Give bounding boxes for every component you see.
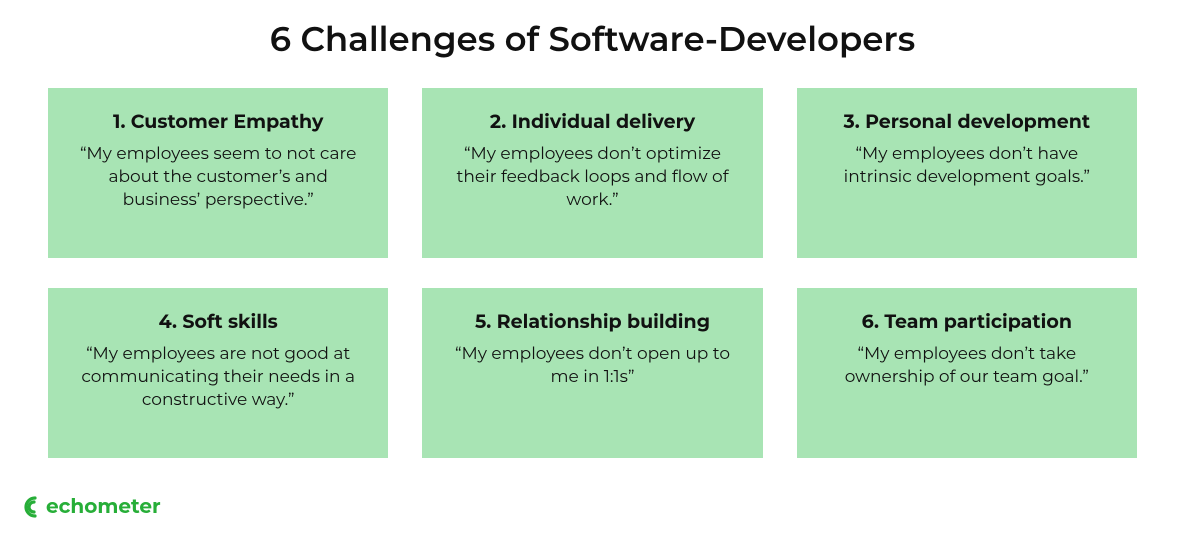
- challenge-card-quote: “My employees don’t optimize their feedb…: [446, 143, 738, 212]
- challenge-card: 2. Individual delivery “My employees don’…: [422, 88, 762, 258]
- challenge-card-title: 2. Individual delivery: [446, 110, 738, 133]
- challenge-card-quote: “My employees don’t open up to me in 1:1…: [446, 343, 738, 389]
- page-title: 6 Challenges of Software-Developers: [0, 0, 1185, 60]
- challenge-card-quote: “My employees don’t take ownership of ou…: [821, 343, 1113, 389]
- challenge-card: 4. Soft skills “My employees are not good…: [48, 288, 388, 458]
- brand-logo-text: echometer: [46, 495, 161, 519]
- challenge-card: 6. Team participation “My employees don’t…: [797, 288, 1137, 458]
- challenge-card-title: 1. Customer Empathy: [72, 110, 364, 133]
- challenge-card-title: 3. Personal development: [821, 110, 1113, 133]
- challenge-card-title: 6. Team participation: [821, 310, 1113, 333]
- challenge-card-quote: “My employees are not good at communicat…: [72, 343, 364, 412]
- cards-grid: 1. Customer Empathy “My employees seem to…: [0, 88, 1185, 458]
- challenge-card-title: 5. Relationship building: [446, 310, 738, 333]
- brand-logo: echometer: [20, 495, 161, 519]
- challenge-card: 1. Customer Empathy “My employees seem to…: [48, 88, 388, 258]
- challenge-card-quote: “My employees seem to not care about the…: [72, 143, 364, 212]
- challenge-card-quote: “My employees don’t have intrinsic devel…: [821, 143, 1113, 189]
- challenge-card-title: 4. Soft skills: [72, 310, 364, 333]
- challenge-card: 3. Personal development “My employees don…: [797, 88, 1137, 258]
- echometer-mark-icon: [20, 495, 44, 519]
- challenge-card: 5. Relationship building “My employees do…: [422, 288, 762, 458]
